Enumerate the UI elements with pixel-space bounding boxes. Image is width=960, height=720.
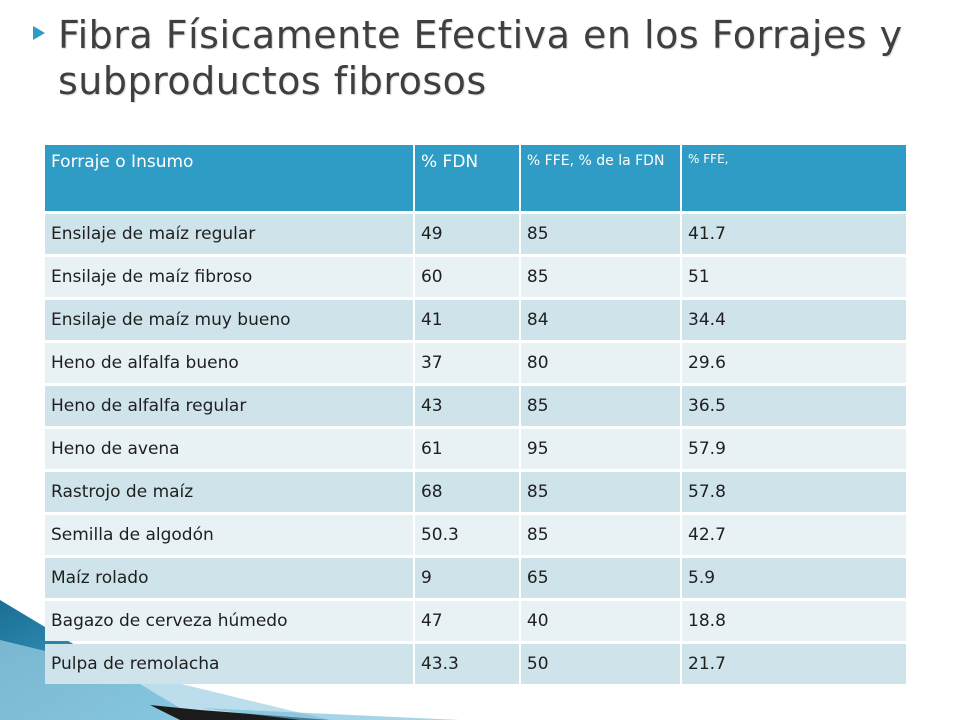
table-cell: 85 (520, 472, 681, 512)
table-cell: Heno de alfalfa bueno (45, 343, 413, 383)
table-cell: 57.9 (682, 429, 906, 469)
table-cell: 49 (414, 214, 519, 254)
table-cell: Ensilaje de maíz regular (45, 214, 413, 254)
table-row: Maíz rolado 9 65 5.9 (45, 558, 906, 598)
table-cell: 21.7 (682, 644, 906, 684)
table-row: Heno de alfalfa regular 43 85 36.5 (45, 386, 906, 426)
table-cell: 50.3 (414, 515, 519, 555)
table-cell: Ensilaje de maíz fibroso (45, 257, 413, 297)
table-cell: 95 (520, 429, 681, 469)
table-cell: 42.7 (682, 515, 906, 555)
table-cell: Bagazo de cerveza húmedo (45, 601, 413, 641)
table-header-row: Forraje o Insumo % FDN % FFE, % de la FD… (45, 145, 906, 211)
table-cell: 43.3 (414, 644, 519, 684)
table-cell: Heno de alfalfa regular (45, 386, 413, 426)
table-row: Heno de alfalfa bueno 37 80 29.6 (45, 343, 906, 383)
table-cell: 51 (682, 257, 906, 297)
table-row: Rastrojo de maíz 68 85 57.8 (45, 472, 906, 512)
table-cell: Heno de avena (45, 429, 413, 469)
table-row: Ensilaje de maíz fibroso 60 85 51 (45, 257, 906, 297)
table-cell: Maíz rolado (45, 558, 413, 598)
table-cell: 61 (414, 429, 519, 469)
table-cell: 50 (520, 644, 681, 684)
table-cell: 36.5 (682, 386, 906, 426)
table-row: Heno de avena 61 95 57.9 (45, 429, 906, 469)
table-cell: 9 (414, 558, 519, 598)
table-cell: 41.7 (682, 214, 906, 254)
table-cell: 40 (520, 601, 681, 641)
fiber-table: Forraje o Insumo % FDN % FFE, % de la FD… (43, 142, 908, 687)
title-bullet-icon (33, 26, 45, 40)
table-cell: Ensilaje de maíz muy bueno (45, 300, 413, 340)
table-cell: 41 (414, 300, 519, 340)
column-header: % FFE, % de la FDN (520, 145, 681, 211)
table-body: Ensilaje de maíz regular 49 85 41.7 Ensilaje… (45, 214, 906, 684)
table-cell: 57.8 (682, 472, 906, 512)
table-cell: 34.4 (682, 300, 906, 340)
table-cell: 37 (414, 343, 519, 383)
table-cell: 18.8 (682, 601, 906, 641)
table-cell: 80 (520, 343, 681, 383)
column-header: % FFE, (682, 145, 906, 211)
column-header: % FDN (414, 145, 519, 211)
table-cell: 85 (520, 386, 681, 426)
table-cell: 68 (414, 472, 519, 512)
table-row: Bagazo de cerveza húmedo 47 40 18.8 (45, 601, 906, 641)
table-cell: 85 (520, 257, 681, 297)
table-row: Pulpa de remolacha 43.3 50 21.7 (45, 644, 906, 684)
table-cell: 60 (414, 257, 519, 297)
table-cell: Semilla de algodón (45, 515, 413, 555)
table-cell: 85 (520, 214, 681, 254)
slide-title: Fibra Físicamente Efectiva en los Forraj… (58, 13, 903, 103)
table-row: Ensilaje de maíz regular 49 85 41.7 (45, 214, 906, 254)
table-cell: 84 (520, 300, 681, 340)
table-cell: Rastrojo de maíz (45, 472, 413, 512)
table-cell: 65 (520, 558, 681, 598)
table-cell: 85 (520, 515, 681, 555)
table-cell: 47 (414, 601, 519, 641)
table-row: Semilla de algodón 50.3 85 42.7 (45, 515, 906, 555)
table-cell: 29.6 (682, 343, 906, 383)
column-header: Forraje o Insumo (45, 145, 413, 211)
table-cell: 43 (414, 386, 519, 426)
table-cell: 5.9 (682, 558, 906, 598)
table-row: Ensilaje de maíz muy bueno 41 84 34.4 (45, 300, 906, 340)
table-cell: Pulpa de remolacha (45, 644, 413, 684)
